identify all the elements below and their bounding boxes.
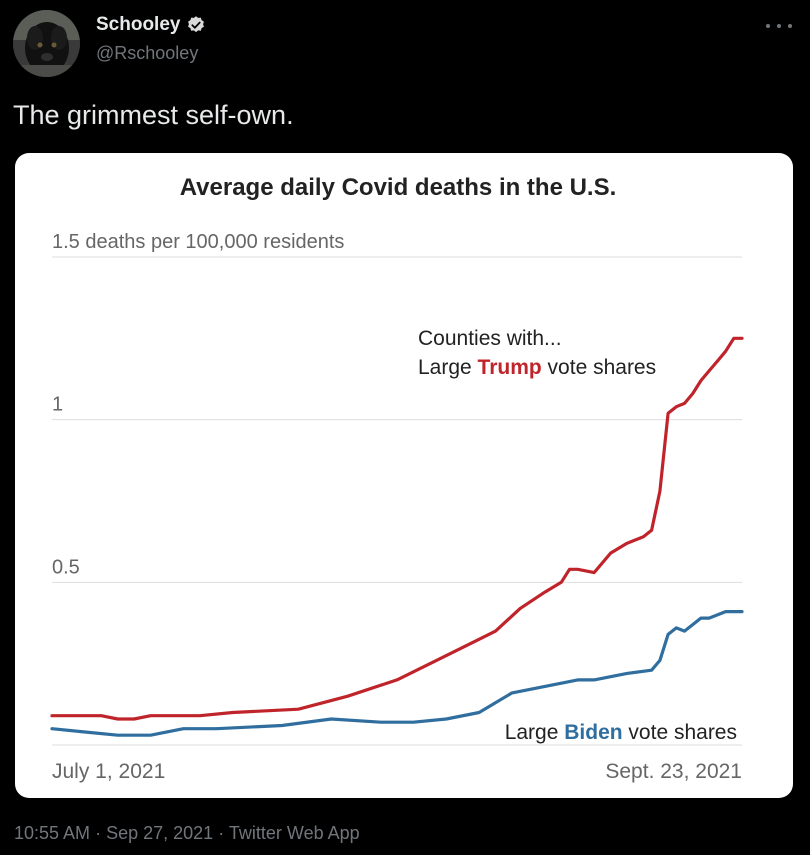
y-tick-label: 0.5 [52,556,80,578]
tweet-date[interactable]: Sep 27, 2021 [106,823,214,843]
y-tick-label: 1.5 deaths per 100,000 residents [52,231,344,253]
trump-label-after: vote shares [542,356,656,379]
trump-annotation-label: Large Trump vote shares [418,356,656,379]
avatar[interactable] [13,10,80,77]
biden-label-before: Large [505,721,565,744]
display-name[interactable]: Schooley [96,14,181,35]
trump-series-line [50,336,744,721]
biden-label-highlight: Biden [564,721,622,744]
tweet-time[interactable]: 10:55 AM [14,823,91,843]
tweet-media-chart[interactable]: Average daily Covid deaths in the U.S. 1… [15,153,793,798]
separator: · [95,823,102,843]
tweet-text: The grimmest self-own. [13,100,294,130]
biden-label-after: vote shares [623,721,737,744]
trump-annotation-prefix: Counties with... [418,327,562,350]
separator: · [218,823,225,843]
verified-badge-icon [188,16,205,33]
biden-annotation-label: Large Biden vote shares [505,721,737,744]
y-tick-label: 1 [52,394,63,416]
handle[interactable]: @Rschooley [96,43,199,63]
x-tick-label-start: July 1, 2021 [52,760,165,783]
trump-label-highlight: Trump [478,356,542,379]
more-options-icon[interactable] [766,16,792,36]
avatar-image [13,10,80,77]
chart-title: Average daily Covid deaths in the U.S. [180,174,617,201]
tweet-source[interactable]: Twitter Web App [228,823,360,843]
x-tick-label-end: Sept. 23, 2021 [605,760,742,783]
biden-series-line [50,610,744,737]
chart: Average daily Covid deaths in the U.S. 1… [50,174,744,783]
trump-label-before: Large [418,356,478,379]
timestamp-row: 10:55 AM · Sep 27, 2021 · Twitter Web Ap… [14,823,360,844]
